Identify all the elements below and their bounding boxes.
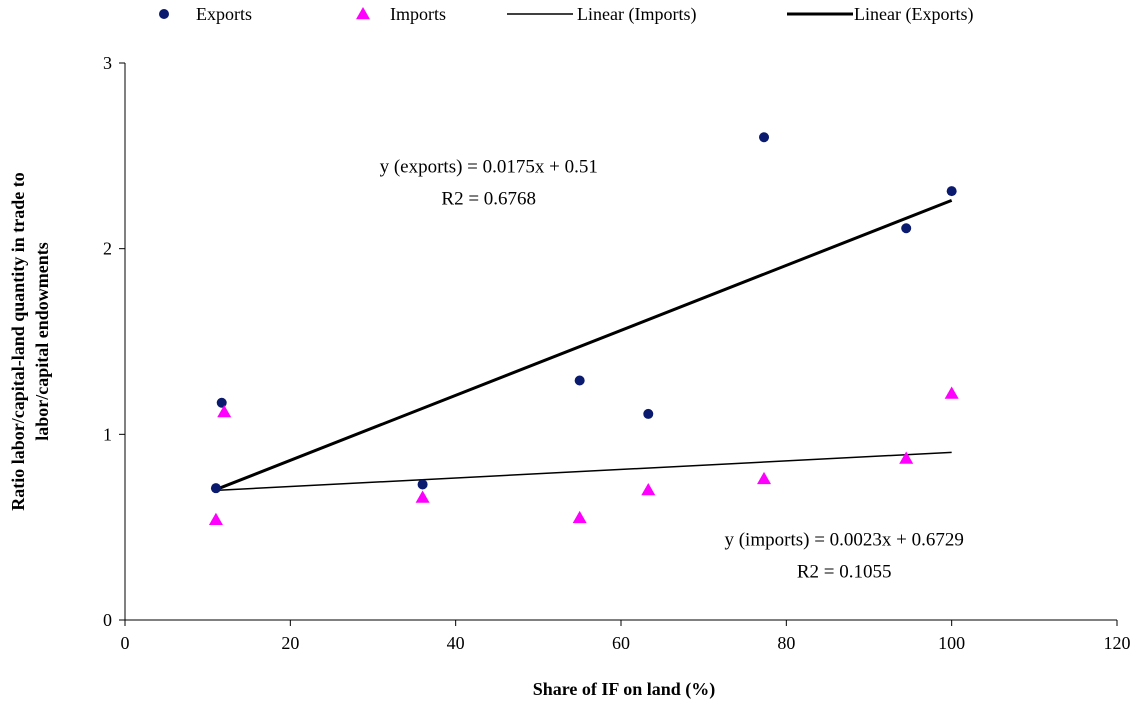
exports-point <box>946 186 957 197</box>
imports-point <box>415 490 430 503</box>
exports-point <box>210 483 221 494</box>
imports-point <box>208 512 223 525</box>
imports-point <box>217 405 232 418</box>
y-axis-title: Ratio labor/capital-land quantity in tra… <box>8 172 52 511</box>
y-tick-label: 1 <box>103 424 112 444</box>
exports-point <box>216 397 227 408</box>
equation-label: y (exports) = 0.0175x + 0.51 <box>380 157 598 178</box>
legend-item: Linear (Exports) <box>787 4 973 25</box>
imports-point <box>899 451 914 464</box>
r-squared-label: R2 = 0.6768 <box>441 189 536 210</box>
legend: Exports Imports Linear (Imports) Linear (Ex… <box>159 4 973 25</box>
exports-point <box>643 408 654 419</box>
y-axis-title-line: Ratio labor/capital-land quantity in tra… <box>8 172 28 511</box>
imports-point <box>944 386 959 399</box>
legend-item: Imports <box>356 4 446 24</box>
legend-label: Exports <box>196 4 252 24</box>
imports-point <box>641 483 656 496</box>
trendlines <box>215 198 953 492</box>
legend-item: Linear (Imports) <box>507 4 696 25</box>
x-tick-label: 0 <box>121 633 130 653</box>
x-tick-label: 20 <box>281 633 299 653</box>
exports-point <box>901 223 912 234</box>
legend-marker <box>159 9 169 19</box>
x-tick-label: 60 <box>612 633 630 653</box>
y-axis-title-line: labor/capital endowments <box>32 242 52 441</box>
legend-label: Linear (Exports) <box>854 4 973 25</box>
imports-point <box>757 471 772 485</box>
legend-marker <box>356 7 370 20</box>
x-tick-label: 80 <box>777 633 795 653</box>
exports-point <box>759 132 770 143</box>
data-points <box>208 132 959 525</box>
equation-label: y (imports) = 0.0023x + 0.6729 <box>724 530 963 551</box>
y-tick-label: 3 <box>103 53 112 73</box>
exports-point <box>417 479 428 490</box>
axes: 0 20 40 60 80 100 120 0 1 2 3 <box>103 53 1131 653</box>
annotations: y (exports) = 0.0175x + 0.51 R2 = 0.6768 y… <box>380 157 964 583</box>
legend-item: Exports <box>159 4 252 24</box>
x-axis-title: Share of IF on land (%) <box>533 679 716 700</box>
imports-point <box>572 510 587 524</box>
trendline-linear-exports <box>215 198 953 491</box>
x-tick-label: 100 <box>938 633 965 653</box>
x-tick-label: 40 <box>447 633 465 653</box>
x-tick-label: 120 <box>1104 633 1131 653</box>
y-tick-label: 0 <box>103 610 112 630</box>
trendline-linear-imports <box>215 451 952 492</box>
y-tick-label: 2 <box>103 239 112 259</box>
r-squared-label: R2 = 0.1055 <box>797 562 892 583</box>
legend-label: Linear (Imports) <box>577 4 696 25</box>
legend-label: Imports <box>390 4 446 24</box>
exports-point <box>574 375 585 386</box>
